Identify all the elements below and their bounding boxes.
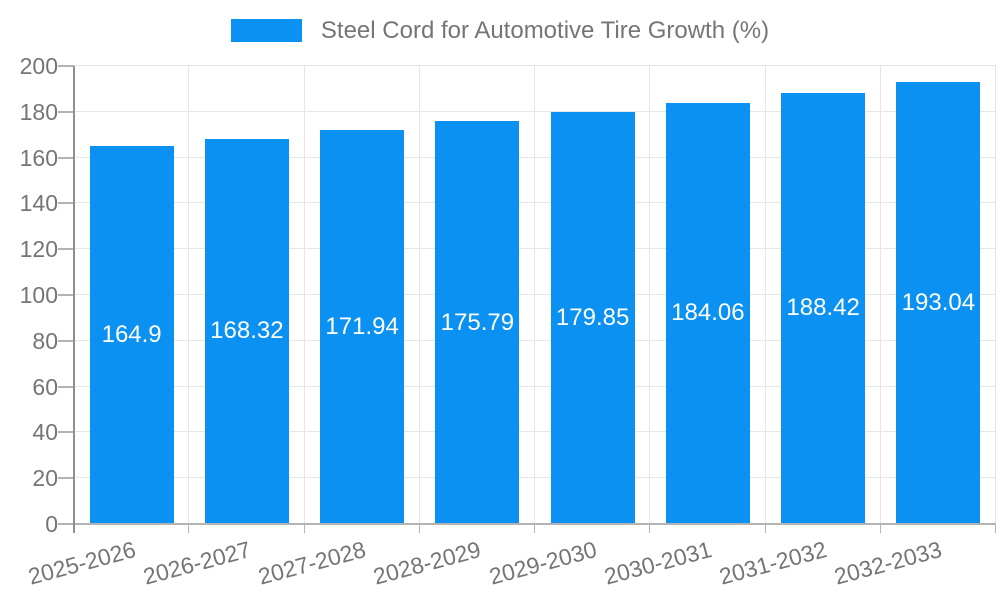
y-axis-tick-label: 20 bbox=[32, 465, 58, 492]
bar-value-label: 188.42 bbox=[786, 294, 860, 322]
y-gridline bbox=[74, 294, 996, 295]
x-axis-tick bbox=[418, 524, 420, 533]
x-gridline bbox=[649, 66, 651, 524]
bar[interactable] bbox=[550, 112, 635, 524]
x-gridline bbox=[418, 66, 420, 524]
y-gridline bbox=[74, 156, 996, 158]
y-axis-tick bbox=[58, 431, 74, 434]
y-axis-tick bbox=[58, 339, 74, 342]
y-gridline bbox=[74, 431, 996, 433]
y-axis-tick bbox=[58, 477, 74, 480]
legend-color-swatch bbox=[230, 19, 302, 42]
y-axis-tick bbox=[58, 523, 74, 525]
bar[interactable] bbox=[435, 121, 520, 524]
legend-series-label: Steel Cord for Automotive Tire Growth (%… bbox=[320, 17, 770, 44]
x-axis-tick bbox=[764, 524, 766, 533]
y-axis-tick-label: 60 bbox=[32, 373, 58, 400]
y-axis-tick bbox=[58, 202, 74, 205]
y-axis-tick-label: 160 bbox=[19, 144, 58, 171]
bar[interactable] bbox=[665, 102, 750, 524]
bar[interactable] bbox=[204, 138, 289, 524]
y-axis-tick-label: 0 bbox=[45, 511, 58, 537]
y-axis-tick-label: 140 bbox=[19, 190, 58, 217]
y-gridline bbox=[74, 248, 996, 250]
x-axis-line bbox=[74, 523, 996, 525]
y-axis-line bbox=[73, 66, 75, 533]
x-gridline bbox=[879, 66, 881, 524]
y-axis-tick-label: 180 bbox=[19, 98, 58, 125]
y-axis-tick-label: 80 bbox=[32, 327, 58, 354]
y-axis-tick bbox=[58, 65, 74, 67]
bar[interactable] bbox=[896, 81, 981, 524]
x-gridline bbox=[764, 66, 766, 524]
y-axis-tick-label: 40 bbox=[32, 419, 58, 446]
y-axis-tick bbox=[58, 156, 74, 159]
x-gridline bbox=[303, 66, 305, 524]
x-axis-tick bbox=[188, 524, 190, 533]
legend[interactable]: Steel Cord for Automotive Tire Growth (%… bbox=[0, 18, 1000, 43]
y-axis-tick bbox=[58, 110, 74, 113]
y-axis-tick-label: 200 bbox=[19, 53, 58, 79]
x-axis-tick bbox=[649, 524, 651, 533]
bar-value-label: 171.94 bbox=[325, 313, 399, 341]
x-gridline bbox=[995, 66, 996, 524]
x-axis-tick bbox=[303, 524, 305, 533]
y-axis-tick bbox=[58, 294, 74, 296]
bar[interactable] bbox=[89, 146, 174, 524]
y-gridline bbox=[74, 65, 996, 66]
y-gridline bbox=[74, 110, 996, 112]
y-gridline bbox=[74, 202, 996, 204]
x-gridline bbox=[534, 66, 535, 524]
x-gridline bbox=[188, 66, 190, 524]
y-axis-tick-label: 120 bbox=[19, 236, 58, 263]
y-axis-tick bbox=[58, 248, 74, 251]
y-gridline bbox=[74, 477, 996, 479]
bar-value-label: 164.9 bbox=[101, 321, 162, 349]
plot-area: 0 20 40 60 80 100 120 140 160 180 200 164.9 2025-202… bbox=[20, 54, 996, 590]
y-axis-tick bbox=[58, 385, 74, 388]
x-axis-tick bbox=[534, 524, 535, 533]
bar-value-label: 168.32 bbox=[210, 317, 284, 345]
bar-value-label: 184.06 bbox=[671, 299, 745, 327]
y-gridline bbox=[74, 339, 996, 341]
bar-value-label: 193.04 bbox=[901, 288, 976, 316]
bar[interactable] bbox=[781, 92, 866, 524]
y-axis-tick-label: 100 bbox=[19, 282, 58, 308]
y-gridline bbox=[74, 385, 996, 387]
bar[interactable] bbox=[320, 130, 405, 524]
bar-value-label: 175.79 bbox=[440, 308, 515, 336]
x-axis-tick bbox=[995, 524, 996, 533]
x-axis-tick bbox=[879, 524, 881, 533]
bar-value-label: 179.85 bbox=[555, 304, 630, 332]
